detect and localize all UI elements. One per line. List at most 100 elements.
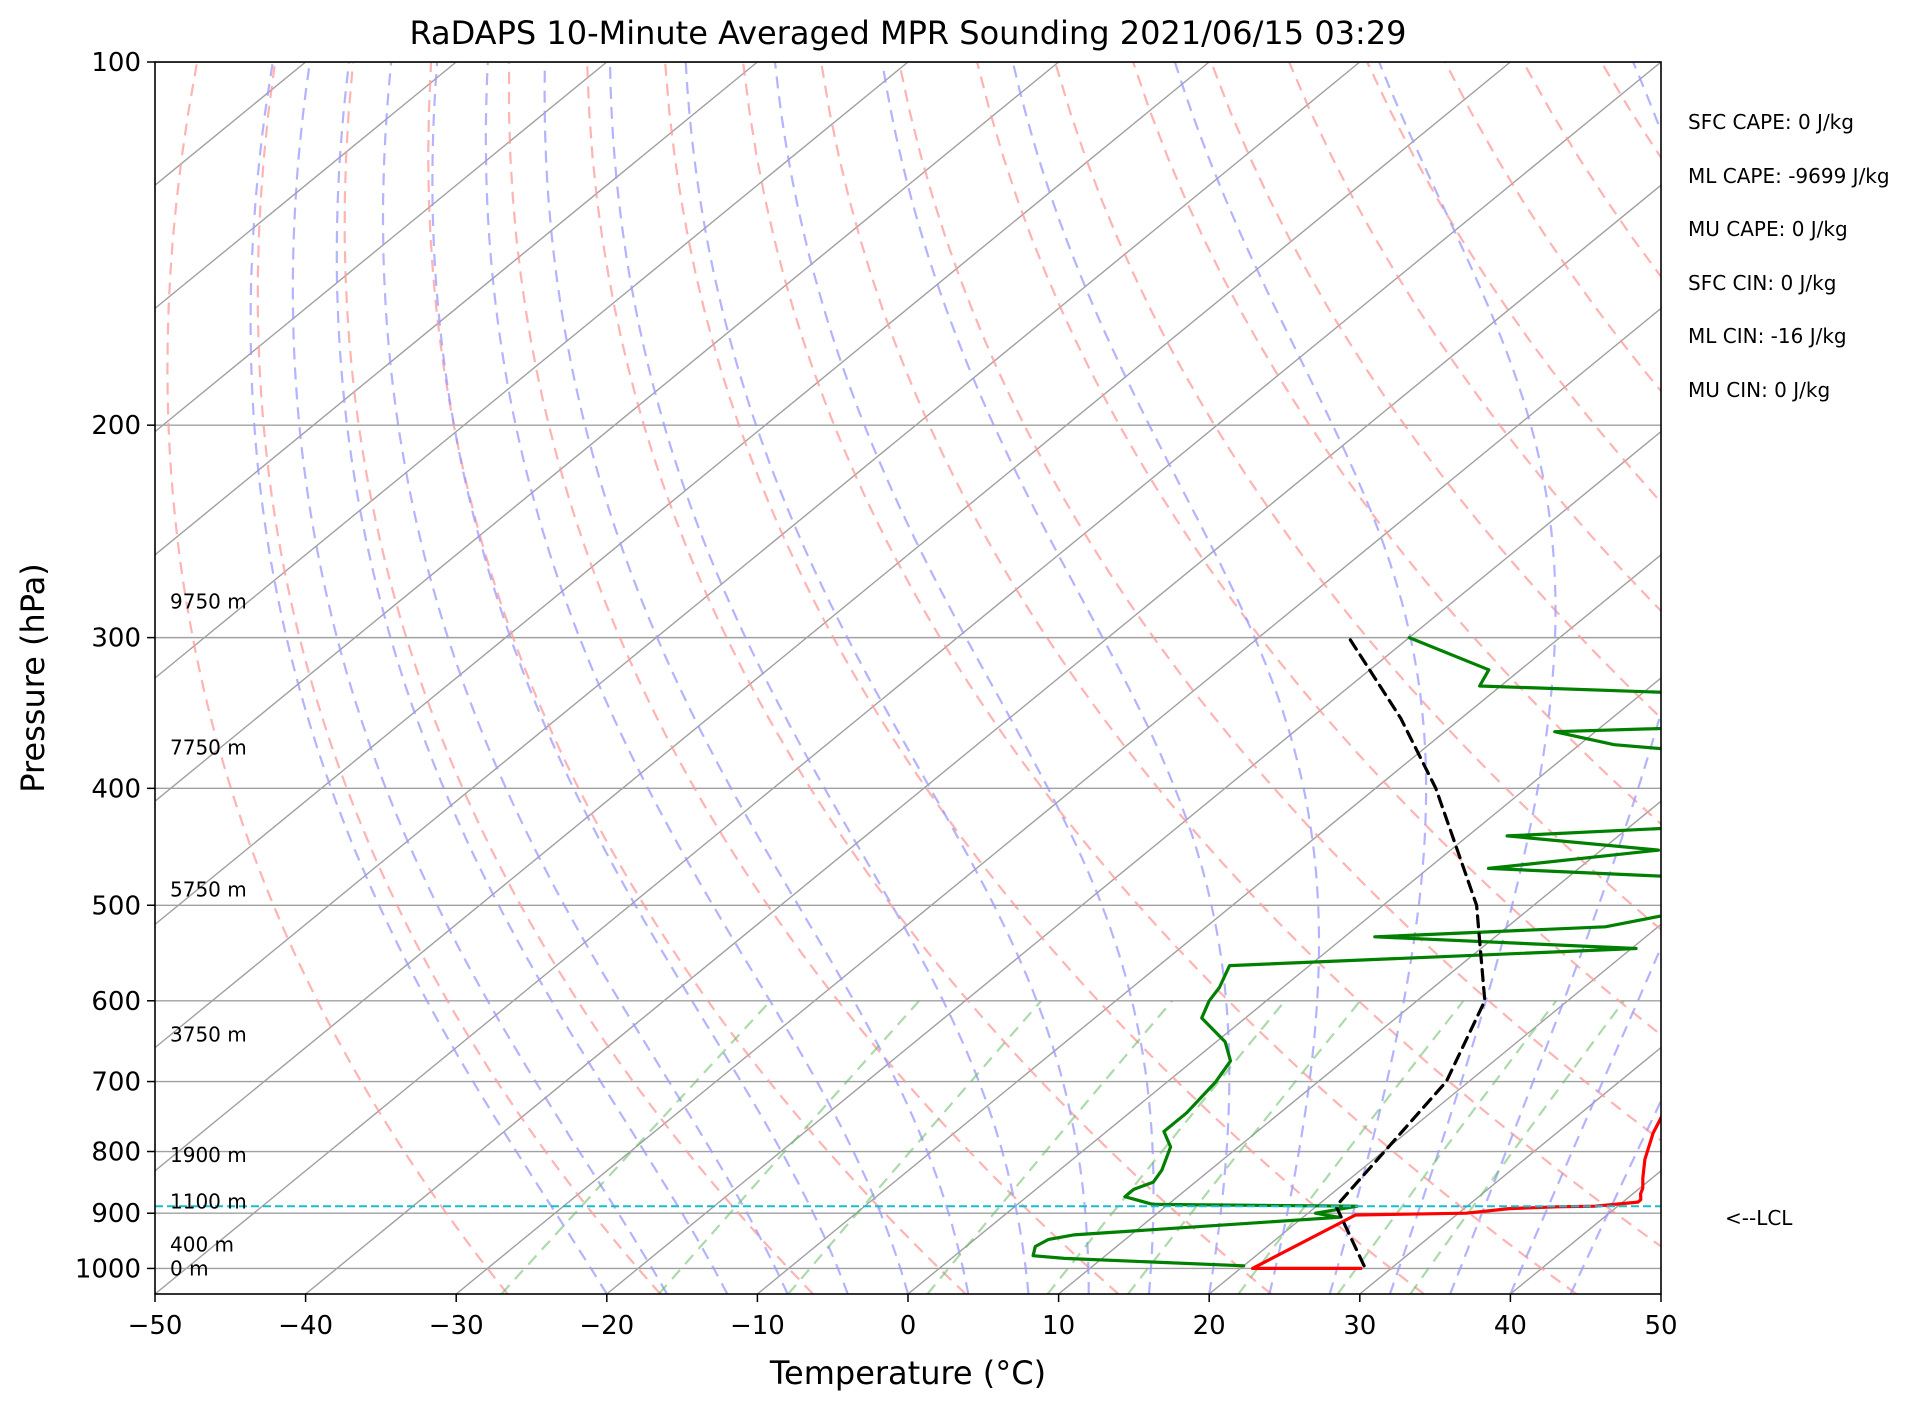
- isotherm-line: [155, 62, 758, 556]
- x-tick-label: −40: [278, 1311, 333, 1341]
- y-tick-label: 400: [91, 774, 141, 804]
- mixing-ratio-line: [1237, 1000, 1465, 1294]
- height-label: 7750 m: [170, 735, 247, 759]
- isotherm-line: [305, 184, 1661, 1294]
- sfc-cape-text: SFC CAPE: 0 J/kg: [1688, 110, 1854, 134]
- dry-adiabat-line: [166, 62, 509, 1294]
- moist-adiabat-line: [684, 62, 1090, 1294]
- x-tick-label: −30: [429, 1311, 484, 1341]
- dry-adiabat-line: [1288, 62, 1661, 613]
- mixing-ratio-line: [657, 1000, 921, 1294]
- height-label: 5750 m: [170, 877, 247, 901]
- isotherm-line: [155, 62, 1060, 803]
- dry-adiabat-line: [820, 62, 1661, 1248]
- isotherm-line: [1660, 1293, 1661, 1294]
- isotherm-line: [155, 62, 1361, 1049]
- x-tick-label: 40: [1494, 1311, 1527, 1341]
- moist-adiabat-line: [543, 62, 970, 1294]
- moist-adiabat-line: [484, 62, 910, 1294]
- x-tick-label: −50: [128, 1311, 183, 1341]
- moist-adiabat-line: [1011, 62, 1321, 1294]
- dry-adiabat-line: [343, 62, 814, 1294]
- dry-adiabat-line: [427, 62, 967, 1294]
- temperature-line: [1250, 1114, 1661, 1270]
- mixing-ratio-line: [1127, 1000, 1361, 1294]
- y-tick-label: 900: [91, 1199, 141, 1229]
- moist-adiabat-line: [1378, 62, 1557, 1294]
- dry-adiabat-line: [976, 62, 1661, 1037]
- x-tick-label: 20: [1193, 1311, 1226, 1341]
- isotherm-line: [1812, 62, 1922, 1294]
- isotherm-line: [155, 62, 457, 310]
- ml-cin-text: ML CIN: -16 J/kg: [1688, 324, 1847, 348]
- isotherm-line: [155, 62, 1511, 1172]
- dry-adiabat-line: [1366, 62, 1661, 504]
- height-label: 3750 m: [170, 1023, 247, 1047]
- dry-adiabat-line: [1522, 62, 1661, 279]
- height-label: 9750 m: [170, 589, 247, 613]
- dry-adiabat-line: [1835, 62, 1922, 1294]
- x-axis: −50 −40 −30 −20 −10 0 10 20 30 40 50: [128, 1294, 1678, 1341]
- height-label: 1100 m: [170, 1189, 247, 1213]
- y-tick-label: 300: [91, 624, 141, 654]
- isotherm-line: [907, 677, 1661, 1294]
- sounding-series: [155, 636, 1661, 1270]
- dry-adiabat-line: [256, 62, 662, 1294]
- dry-adiabat-line: [507, 62, 1120, 1294]
- x-tick-label: 0: [900, 1311, 917, 1341]
- isotherm-line: [1509, 1169, 1661, 1294]
- x-axis-label: Temperature (°C): [769, 1354, 1046, 1392]
- lcl-label: <--LCL: [1725, 1206, 1793, 1230]
- y-tick-label: 200: [91, 411, 141, 441]
- moist-adiabat-line: [773, 62, 1155, 1294]
- isotherm-line: [1208, 923, 1661, 1294]
- x-tick-label: 10: [1042, 1311, 1075, 1341]
- isotherm-line: [455, 307, 1661, 1294]
- dry-adiabat-line: [1054, 62, 1661, 932]
- moist-adiabat-line: [1173, 62, 1428, 1294]
- mu-cin-text: MU CIN: 0 J/kg: [1688, 378, 1831, 402]
- dry-adiabat-line: [1132, 62, 1661, 826]
- y-tick-label: 100: [91, 48, 141, 78]
- mu-cape-text: MU CAPE: 0 J/kg: [1688, 217, 1848, 241]
- mixing-ratio-line: [1336, 1000, 1558, 1294]
- mixing-ratio-line: [1046, 1000, 1286, 1294]
- dry-adiabat-line: [1757, 62, 1922, 1294]
- x-tick-label: −20: [579, 1311, 634, 1341]
- dry-adiabat-line: [1210, 62, 1661, 720]
- isotherm-line: [1359, 1046, 1661, 1294]
- chart-title: RaDAPS 10-Minute Averaged MPR Sounding 2…: [409, 14, 1406, 52]
- mixing-ratio-line: [500, 1000, 772, 1294]
- moist-adiabat-line: [1569, 1098, 1661, 1294]
- moist-adiabat-line: [381, 62, 789, 1294]
- x-tick-label: 30: [1343, 1311, 1376, 1341]
- dry-adiabat-line: [1679, 62, 1922, 1294]
- dewpoint-line: [1031, 636, 1661, 1268]
- moist-adiabat-line: [431, 62, 849, 1294]
- moist-adiabat-line: [335, 62, 729, 1294]
- isotherm-line: [155, 62, 909, 679]
- isotherm-line: [155, 62, 1210, 926]
- height-label: 400 m: [170, 1232, 234, 1256]
- y-axis: 100 200 300 400 500 600 700 800 900 1000: [75, 48, 155, 1284]
- dry-adiabat-line: [1600, 62, 1661, 160]
- sfc-cin-text: SFC CIN: 0 J/kg: [1688, 271, 1837, 295]
- isotherm-line: [756, 553, 1661, 1294]
- moist-adiabat-line: [608, 62, 1030, 1294]
- mixing-ratio-line: [787, 1000, 1043, 1294]
- moist-adiabat-line: [1509, 944, 1661, 1294]
- isotherm-line: [155, 62, 608, 433]
- y-tick-label: 1000: [75, 1254, 141, 1284]
- parcel-line: [1334, 636, 1487, 1268]
- height-label: 0 m: [170, 1256, 209, 1280]
- dry-adiabat-line: [664, 62, 1425, 1294]
- y-tick-label: 600: [91, 987, 141, 1017]
- x-tick-label: 50: [1644, 1311, 1677, 1341]
- isotherm-line: [606, 430, 1661, 1294]
- y-tick-label: 800: [91, 1138, 141, 1168]
- height-label: 1900 m: [170, 1143, 247, 1167]
- moist-adiabat-line: [881, 62, 1231, 1294]
- x-tick-label: −10: [730, 1311, 785, 1341]
